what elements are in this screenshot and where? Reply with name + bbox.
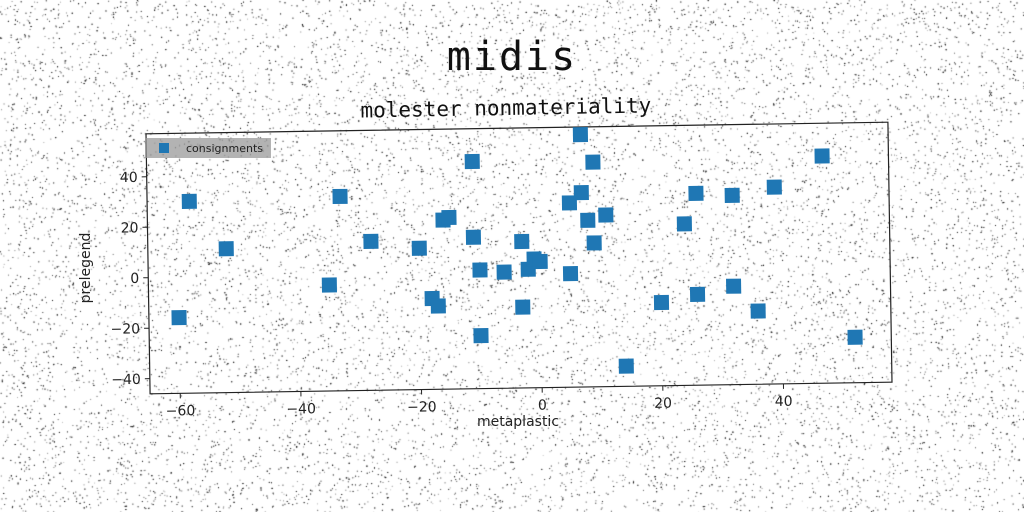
data-point xyxy=(561,195,578,211)
data-point xyxy=(580,212,596,228)
data-point xyxy=(750,303,766,319)
data-point xyxy=(676,216,692,232)
data-point xyxy=(688,185,704,201)
legend-marker xyxy=(159,143,169,153)
data-point xyxy=(441,209,457,226)
figure-suptitle: midis xyxy=(446,34,578,80)
data-point xyxy=(689,286,706,302)
data-point xyxy=(532,253,548,270)
x-tick-label: −60 xyxy=(166,403,196,419)
data-point xyxy=(562,265,579,282)
x-tick-label: −20 xyxy=(407,399,437,415)
data-point xyxy=(514,233,530,250)
data-point xyxy=(332,188,348,205)
legend: consignments xyxy=(145,138,271,158)
data-point xyxy=(586,235,602,251)
data-point xyxy=(218,241,234,257)
data-point xyxy=(515,299,531,315)
data-point xyxy=(814,148,830,164)
legend-entry-label: consignments xyxy=(186,142,263,155)
y-tick-label: 40 xyxy=(120,170,138,186)
x-tick-label: 40 xyxy=(775,394,793,410)
data-point xyxy=(496,264,512,280)
y-tick-label: 20 xyxy=(121,220,139,236)
legend-box xyxy=(145,138,271,158)
data-point xyxy=(573,185,589,201)
x-tick-label: −40 xyxy=(286,401,316,417)
data-point xyxy=(464,153,480,170)
data-point xyxy=(847,329,863,345)
data-point xyxy=(363,233,379,250)
data-point xyxy=(411,240,427,256)
data-point xyxy=(181,193,197,209)
data-point xyxy=(321,277,337,293)
data-point xyxy=(726,278,742,294)
chart-title: molester nonmateriality xyxy=(360,93,651,122)
y-axis: −40 −20 0 20 40 xyxy=(110,170,150,388)
data-point xyxy=(724,187,740,203)
data-point xyxy=(598,207,614,223)
y-tick-label: −20 xyxy=(110,321,140,337)
data-point xyxy=(585,154,601,170)
data-points xyxy=(171,126,863,374)
data-point xyxy=(653,294,670,311)
x-tick-label: 20 xyxy=(654,396,672,412)
y-tick-label: 0 xyxy=(130,271,139,287)
data-point xyxy=(171,310,187,326)
data-point xyxy=(465,229,482,245)
y-axis-label: prelegend xyxy=(78,233,94,304)
plot-frame xyxy=(145,121,893,395)
x-axis: −60 −40 −20 0 20 40 xyxy=(166,383,793,420)
data-point xyxy=(766,179,782,195)
data-point xyxy=(472,262,488,278)
plot-area xyxy=(145,121,893,395)
x-axis-label: metaplastic xyxy=(477,414,559,430)
data-point xyxy=(572,126,589,143)
data-point xyxy=(473,327,489,344)
y-tick-label: −40 xyxy=(111,372,141,388)
x-tick-label: 0 xyxy=(538,398,547,414)
data-point xyxy=(430,298,446,314)
data-point xyxy=(618,358,634,374)
